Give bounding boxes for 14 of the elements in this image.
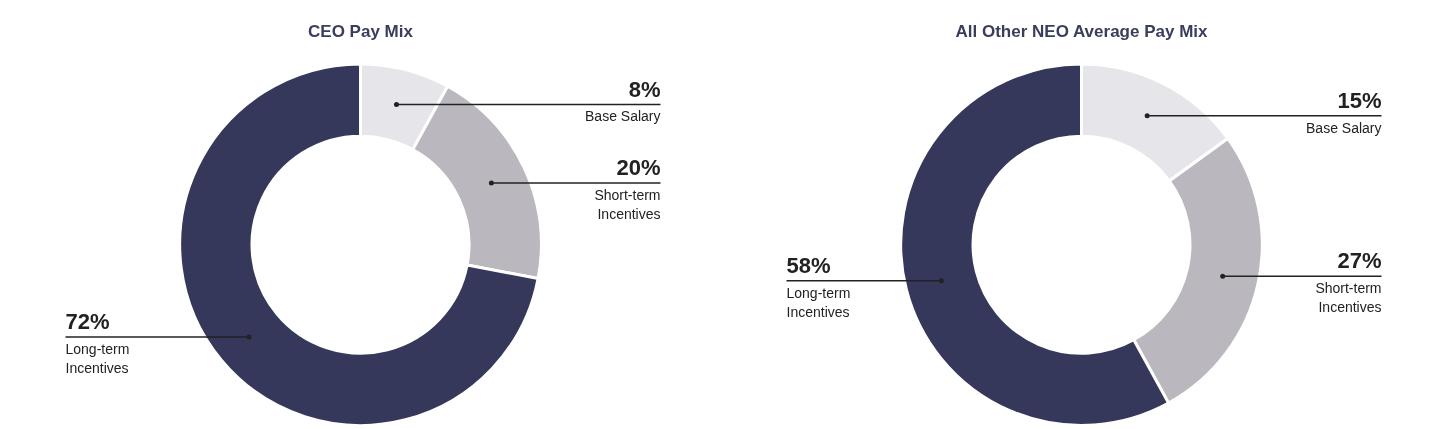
slice-label: Long-term Incentives — [786, 284, 851, 320]
data-label: 27% — [1337, 248, 1382, 274]
data-label: 72% — [65, 308, 110, 334]
slice-label: Short-term Incentives — [1315, 280, 1382, 316]
slice-label: Base Salary — [1306, 119, 1382, 136]
slice-label: Long-term Incentives — [65, 340, 130, 376]
chart-title: CEO Pay Mix — [308, 21, 414, 41]
data-label: 20% — [616, 155, 661, 181]
chart-title: All Other NEO Average Pay Mix — [955, 21, 1209, 41]
data-label: 58% — [786, 252, 831, 278]
data-label: 8% — [628, 76, 661, 102]
slice-label: Short-term Incentives — [594, 186, 661, 222]
slice-label: Base Salary — [585, 108, 661, 125]
data-label: 15% — [1337, 87, 1382, 113]
